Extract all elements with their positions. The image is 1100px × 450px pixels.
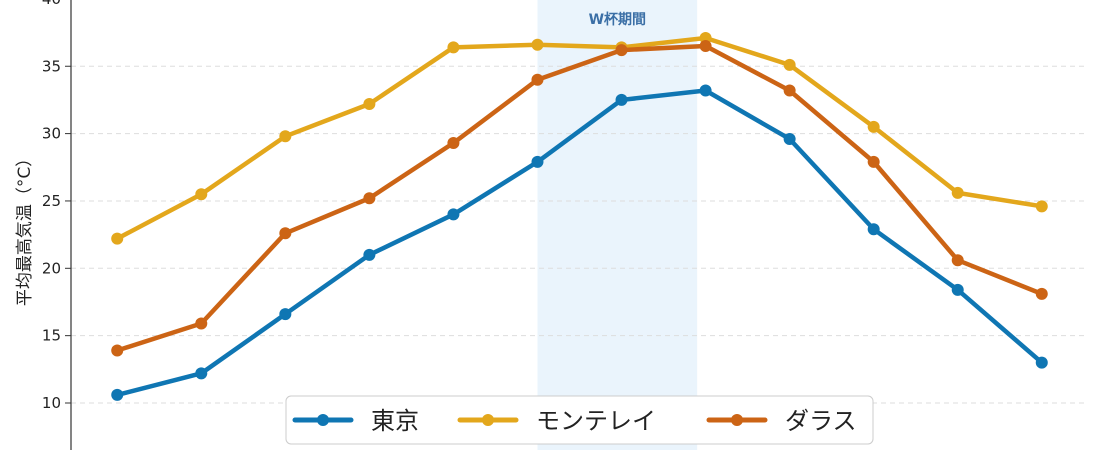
series-3	[111, 40, 1048, 357]
legend-entry: モンテレイ	[457, 407, 656, 435]
data-point	[867, 155, 880, 168]
data-point	[1035, 356, 1048, 369]
y-tick-label: 35	[42, 57, 61, 75]
highlight-band-group	[537, 0, 698, 450]
data-point	[699, 40, 712, 53]
data-point	[783, 58, 796, 71]
data-point	[615, 44, 628, 57]
y-tick-label: 20	[42, 259, 61, 277]
legend-swatch-marker	[731, 414, 743, 426]
data-point	[951, 283, 964, 296]
data-point	[783, 84, 796, 97]
data-point	[531, 73, 544, 86]
highlight-band	[537, 0, 698, 450]
legend-entry: ダラス	[706, 407, 857, 435]
data-point	[615, 93, 628, 106]
data-point	[279, 308, 292, 321]
data-point	[447, 137, 460, 150]
data-point	[111, 344, 124, 357]
legend-entry: 東京	[292, 407, 419, 435]
axes: 10 15 20 25 30 35 40	[42, 0, 72, 450]
data-point	[447, 41, 460, 54]
series-1	[111, 84, 1048, 401]
series-group	[111, 31, 1048, 401]
data-point	[699, 84, 712, 97]
legend-box	[285, 395, 874, 445]
y-tick-label: 10	[42, 394, 61, 412]
series-line	[114, 35, 1045, 241]
data-point	[867, 120, 880, 133]
highlight-band-label: W杯期間	[589, 11, 646, 28]
y-axis-label: 平均最高気温（°C）	[15, 150, 35, 306]
series-line	[114, 43, 1045, 353]
data-point	[951, 254, 964, 267]
y-tick-label: 40	[42, 0, 61, 8]
series-2	[111, 31, 1048, 245]
data-point	[531, 155, 544, 168]
y-tick-label: 30	[42, 125, 61, 143]
data-point	[111, 232, 124, 245]
data-point	[951, 186, 964, 199]
data-point	[279, 227, 292, 240]
data-point	[195, 317, 208, 330]
legend-label: 東京	[371, 407, 419, 435]
y-tick-label: 15	[42, 327, 61, 345]
data-point	[783, 132, 796, 145]
data-point	[111, 388, 124, 401]
data-point	[279, 130, 292, 143]
data-point	[195, 367, 208, 380]
data-point	[531, 38, 544, 51]
data-point	[867, 223, 880, 236]
legend: 東京 モンテレイ ダラス	[285, 395, 874, 445]
data-point	[1035, 200, 1048, 213]
data-point	[363, 97, 376, 110]
data-point	[363, 248, 376, 261]
data-point	[363, 192, 376, 205]
series-line	[114, 88, 1045, 398]
data-point	[447, 208, 460, 221]
y-tick-label: 25	[42, 192, 61, 210]
legend-swatch-marker	[482, 414, 494, 426]
legend-label: ダラス	[785, 407, 857, 435]
data-point	[1035, 287, 1048, 300]
legend-label: モンテレイ	[536, 407, 656, 435]
data-point	[195, 188, 208, 201]
legend-swatch-marker	[317, 414, 329, 426]
